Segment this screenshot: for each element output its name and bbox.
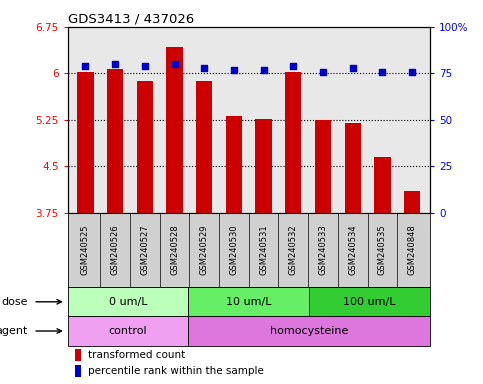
Point bbox=[141, 63, 149, 69]
Bar bbox=[75, 349, 82, 361]
Text: GSM240534: GSM240534 bbox=[348, 225, 357, 275]
Bar bbox=[137, 81, 153, 384]
Point bbox=[319, 68, 327, 74]
Bar bbox=[196, 81, 213, 384]
Point bbox=[111, 61, 119, 67]
Text: agent: agent bbox=[0, 326, 28, 336]
Point bbox=[230, 66, 238, 73]
Point bbox=[260, 66, 268, 73]
Text: GSM240528: GSM240528 bbox=[170, 225, 179, 275]
Text: 100 um/L: 100 um/L bbox=[343, 297, 396, 307]
Text: GSM240848: GSM240848 bbox=[408, 225, 416, 275]
Bar bbox=[188, 316, 430, 346]
Point bbox=[82, 63, 89, 69]
Point bbox=[200, 65, 208, 71]
Text: 0 um/L: 0 um/L bbox=[109, 297, 147, 307]
Bar bbox=[315, 120, 331, 384]
Bar bbox=[166, 47, 183, 384]
Text: GSM240530: GSM240530 bbox=[229, 225, 239, 275]
Bar bbox=[107, 69, 123, 384]
Bar bbox=[256, 119, 272, 384]
Bar bbox=[75, 365, 82, 377]
Text: GSM240532: GSM240532 bbox=[289, 225, 298, 275]
Bar bbox=[309, 287, 430, 316]
Bar bbox=[188, 287, 309, 316]
Text: dose: dose bbox=[1, 297, 28, 307]
Point bbox=[289, 63, 297, 69]
Text: GSM240527: GSM240527 bbox=[141, 225, 149, 275]
Text: GDS3413 / 437026: GDS3413 / 437026 bbox=[68, 13, 194, 26]
Point bbox=[170, 61, 178, 67]
Point bbox=[408, 68, 416, 74]
Text: 10 um/L: 10 um/L bbox=[226, 297, 271, 307]
Text: GSM240525: GSM240525 bbox=[81, 225, 90, 275]
Point bbox=[349, 65, 356, 71]
Text: GSM240535: GSM240535 bbox=[378, 225, 387, 275]
Bar bbox=[374, 157, 391, 384]
Text: GSM240531: GSM240531 bbox=[259, 225, 268, 275]
Bar bbox=[344, 123, 361, 384]
Text: transformed count: transformed count bbox=[87, 350, 185, 360]
Bar bbox=[404, 191, 420, 384]
Text: GSM240529: GSM240529 bbox=[199, 225, 209, 275]
Point bbox=[379, 68, 386, 74]
Text: GSM240526: GSM240526 bbox=[111, 225, 120, 275]
Bar bbox=[77, 72, 94, 384]
Bar bbox=[68, 287, 188, 316]
Bar bbox=[285, 72, 301, 384]
Text: percentile rank within the sample: percentile rank within the sample bbox=[87, 366, 263, 376]
Bar bbox=[68, 316, 188, 346]
Bar bbox=[226, 116, 242, 384]
Text: control: control bbox=[109, 326, 147, 336]
Text: homocysteine: homocysteine bbox=[270, 326, 348, 336]
Text: GSM240533: GSM240533 bbox=[318, 225, 327, 275]
